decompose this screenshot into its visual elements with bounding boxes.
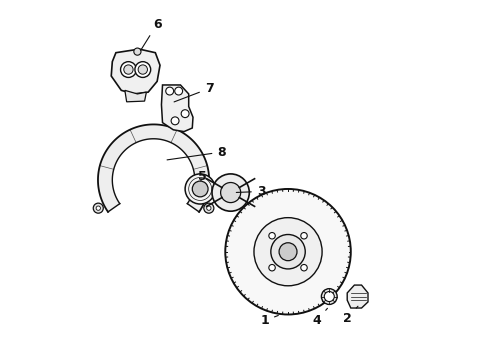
Polygon shape [111, 49, 160, 94]
Text: 1: 1 [260, 314, 278, 327]
Circle shape [166, 87, 173, 95]
Circle shape [301, 233, 307, 239]
Polygon shape [161, 85, 193, 132]
Text: 5: 5 [197, 170, 206, 183]
Circle shape [93, 203, 103, 213]
Circle shape [212, 174, 249, 211]
Circle shape [121, 62, 136, 77]
Circle shape [138, 65, 147, 74]
Text: 3: 3 [236, 185, 266, 198]
Circle shape [279, 243, 297, 261]
Circle shape [185, 174, 215, 204]
Text: 8: 8 [167, 145, 226, 160]
Circle shape [321, 289, 337, 305]
Circle shape [269, 233, 275, 239]
Circle shape [254, 218, 322, 286]
Circle shape [124, 65, 133, 74]
Circle shape [220, 183, 241, 203]
Text: 2: 2 [343, 306, 358, 325]
Circle shape [204, 203, 214, 213]
Circle shape [135, 62, 151, 77]
Circle shape [175, 87, 183, 95]
Circle shape [269, 265, 275, 271]
Text: 6: 6 [141, 18, 161, 50]
Text: 4: 4 [312, 308, 327, 327]
Circle shape [181, 110, 189, 118]
Polygon shape [98, 125, 209, 212]
Circle shape [324, 292, 334, 302]
Circle shape [96, 206, 100, 210]
Circle shape [171, 117, 179, 125]
Circle shape [192, 181, 208, 197]
Circle shape [271, 234, 305, 269]
Circle shape [225, 189, 351, 315]
Polygon shape [125, 90, 147, 102]
Polygon shape [347, 285, 368, 308]
Circle shape [301, 265, 307, 271]
Circle shape [134, 48, 141, 55]
Text: 7: 7 [174, 82, 214, 102]
Circle shape [207, 206, 211, 210]
